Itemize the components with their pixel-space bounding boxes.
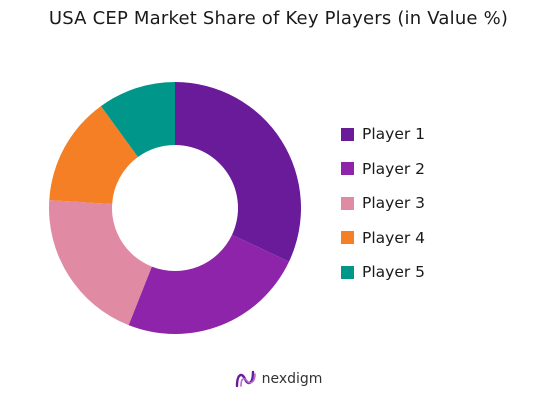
- legend-item: Player 2: [341, 152, 425, 187]
- donut-slice-4: [49, 106, 138, 205]
- legend-label: Player 1: [362, 125, 426, 144]
- legend-item: Player 5: [341, 255, 425, 290]
- legend-swatch: [341, 196, 354, 210]
- donut-slice-2: [128, 234, 290, 334]
- donut-slice-1: [175, 82, 302, 262]
- legend-label: Player 3: [362, 194, 426, 213]
- brand-name: nexdigm: [261, 371, 323, 387]
- legend-item: Player 4: [341, 221, 425, 256]
- donut-slice-3: [48, 200, 152, 326]
- legend-item: Player 1: [341, 117, 425, 152]
- legend-swatch: [341, 231, 354, 245]
- nexdigm-logo-icon: [235, 370, 256, 388]
- legend-item: Player 3: [341, 186, 425, 221]
- legend-swatch: [341, 162, 354, 176]
- chart-title: USA CEP Market Share of Key Players (in …: [48, 8, 509, 29]
- legend-label: Player 4: [362, 228, 426, 247]
- legend-swatch: [341, 265, 354, 279]
- chart-legend: Player 1 Player 2 Player 3 Player 4 Play…: [341, 117, 425, 290]
- legend-label: Player 5: [362, 263, 426, 282]
- brand-footer: nexdigm: [0, 370, 557, 388]
- legend-swatch: [341, 127, 354, 141]
- legend-label: Player 2: [362, 159, 426, 178]
- donut-slice-5: [100, 82, 175, 158]
